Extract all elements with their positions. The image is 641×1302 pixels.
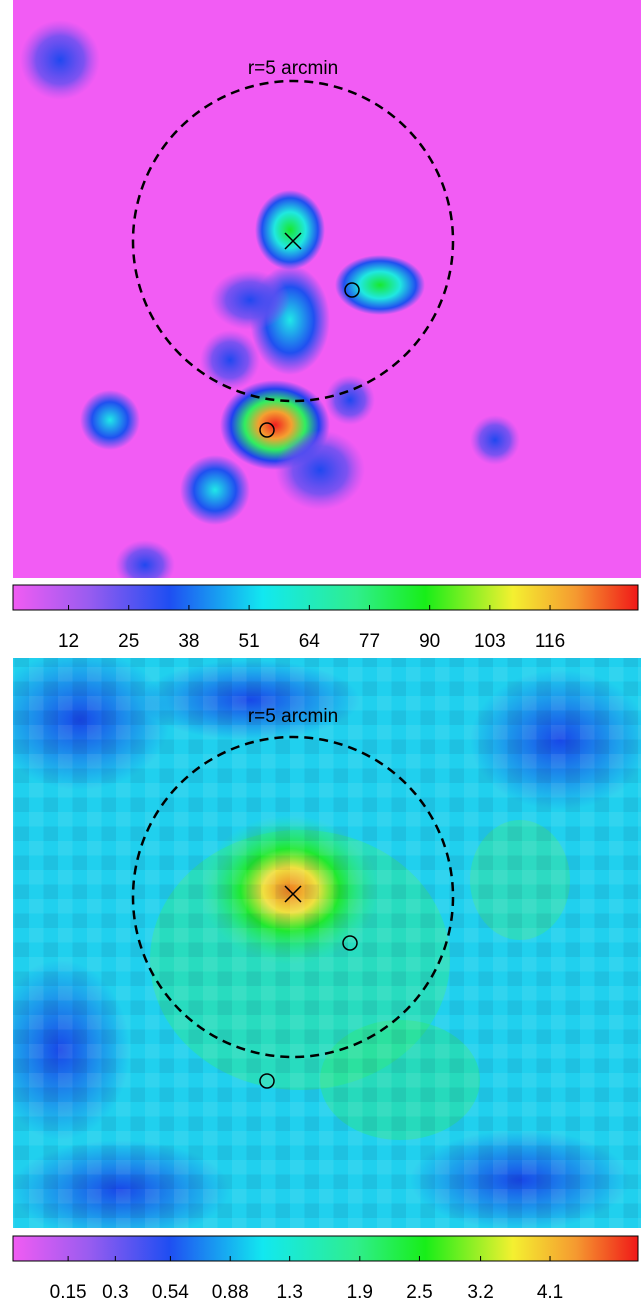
colorbar-tick-label: 0.54 (152, 1282, 189, 1302)
radius-label: r=5 arcmin (248, 706, 338, 727)
source-marker (344, 282, 360, 298)
colorbar-tick-label: 38 (178, 631, 199, 652)
center-marker (284, 232, 302, 250)
colorbar-tick-label: 0.15 (50, 1282, 87, 1302)
colorbar-tick-label: 2.5 (406, 1282, 432, 1302)
colorbar-tick-label: 4.1 (537, 1282, 563, 1302)
image-panel (13, 0, 641, 578)
colorbar-tick-label: 1.9 (347, 1282, 373, 1302)
colorbar-tick-label: 0.88 (212, 1282, 249, 1302)
radius-label: r=5 arcmin (248, 58, 338, 79)
image-panel (13, 658, 641, 1228)
colorbar-tick-label: 25 (118, 631, 139, 652)
radius-circle (131, 79, 455, 403)
colorbar-tick-label: 90 (419, 631, 440, 652)
colorbar-tick-label: 116 (535, 631, 565, 652)
colorbar-tick-label: 3.2 (467, 1282, 493, 1302)
colorbar (12, 584, 639, 611)
colorbar-tick-label: 12 (58, 631, 79, 652)
colorbar-tick-label: 0.3 (102, 1282, 128, 1302)
colorbar-tick-label: 64 (299, 631, 321, 652)
colorbar-tick-label: 103 (474, 631, 506, 652)
source-marker (259, 422, 275, 438)
colorbar-tick-label: 77 (359, 631, 380, 652)
source-marker (259, 1073, 275, 1089)
center-marker (284, 885, 302, 903)
radius-circle (131, 735, 455, 1059)
colorbar-tick-label: 51 (239, 631, 260, 652)
source-marker (342, 935, 358, 951)
colorbar-tick-label: 1.3 (276, 1282, 302, 1302)
colorbar (12, 1235, 639, 1262)
